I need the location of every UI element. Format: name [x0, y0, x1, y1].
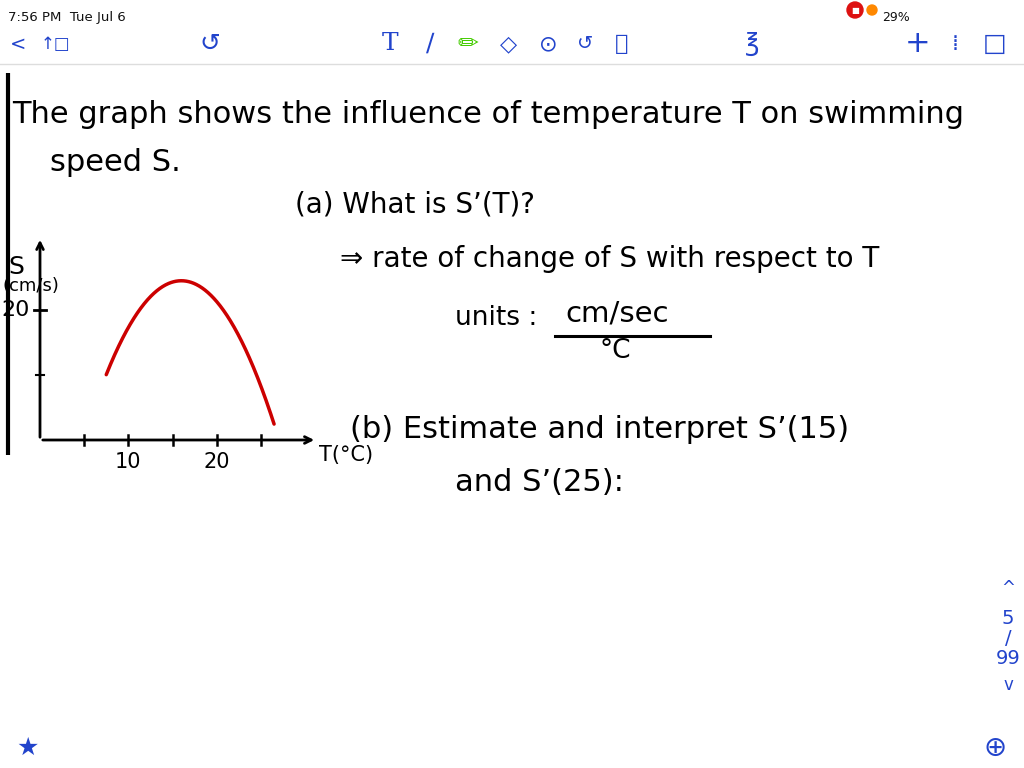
Text: (cm/s): (cm/s)	[2, 277, 58, 295]
Text: The graph shows the influence of temperature T on swimming: The graph shows the influence of tempera…	[12, 100, 964, 129]
Text: cm/sec: cm/sec	[565, 300, 669, 328]
Text: ◇: ◇	[500, 34, 516, 54]
Text: +: +	[905, 29, 931, 58]
Text: ⊕: ⊕	[983, 734, 1007, 762]
Text: ⇒ rate of change of S with respect to T: ⇒ rate of change of S with respect to T	[340, 245, 880, 273]
Text: ✏: ✏	[458, 32, 478, 56]
Text: 99: 99	[995, 648, 1020, 667]
Text: ↑□: ↑□	[40, 35, 70, 53]
Text: /: /	[1005, 628, 1012, 647]
Text: 20: 20	[204, 452, 230, 472]
Text: ℥: ℥	[744, 32, 759, 56]
Text: (a) What is S’(T)?: (a) What is S’(T)?	[295, 190, 535, 218]
Text: ★: ★	[16, 736, 39, 760]
Text: ⊙: ⊙	[539, 34, 557, 54]
Text: <: <	[10, 35, 27, 54]
Text: 20: 20	[2, 300, 30, 320]
Circle shape	[847, 2, 863, 18]
Circle shape	[867, 5, 877, 15]
Text: 5: 5	[1001, 608, 1014, 627]
Text: (b) Estimate and interpret S’(15): (b) Estimate and interpret S’(15)	[350, 415, 849, 444]
Text: and S’(25):: and S’(25):	[455, 468, 624, 497]
Text: °C: °C	[600, 338, 632, 364]
Text: 10: 10	[115, 452, 141, 472]
Text: 7:56 PM  Tue Jul 6: 7:56 PM Tue Jul 6	[8, 11, 126, 24]
Text: T: T	[382, 32, 398, 55]
Text: units :: units :	[455, 305, 538, 331]
Text: ↺: ↺	[200, 32, 220, 56]
Text: ⁞: ⁞	[951, 34, 958, 54]
Text: ↺: ↺	[577, 35, 593, 54]
Text: speed S.: speed S.	[50, 148, 181, 177]
Text: ^: ^	[1001, 579, 1015, 597]
Text: v: v	[1004, 676, 1013, 694]
Text: ∕: ∕	[426, 32, 434, 56]
Text: ■: ■	[851, 5, 859, 15]
Text: ➿: ➿	[615, 34, 629, 54]
Text: S: S	[8, 255, 24, 279]
Text: T(°C): T(°C)	[319, 445, 373, 465]
Text: 29%: 29%	[882, 11, 909, 24]
Text: □: □	[983, 32, 1007, 56]
